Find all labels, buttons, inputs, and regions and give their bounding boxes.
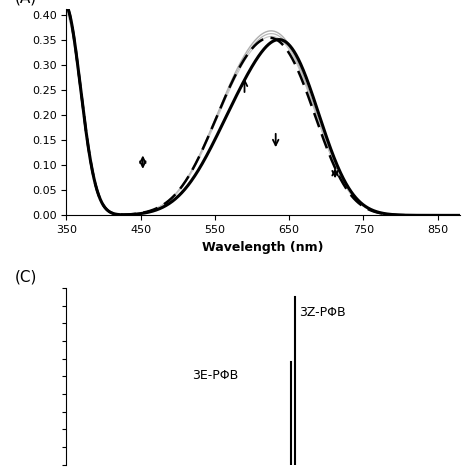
Text: (A): (A) (15, 0, 37, 5)
Text: 3E-PΦB: 3E-PΦB (192, 369, 238, 382)
Text: (C): (C) (15, 270, 37, 284)
X-axis label: Wavelength (nm): Wavelength (nm) (202, 241, 324, 254)
Text: 3Z-PΦB: 3Z-PΦB (299, 306, 346, 319)
